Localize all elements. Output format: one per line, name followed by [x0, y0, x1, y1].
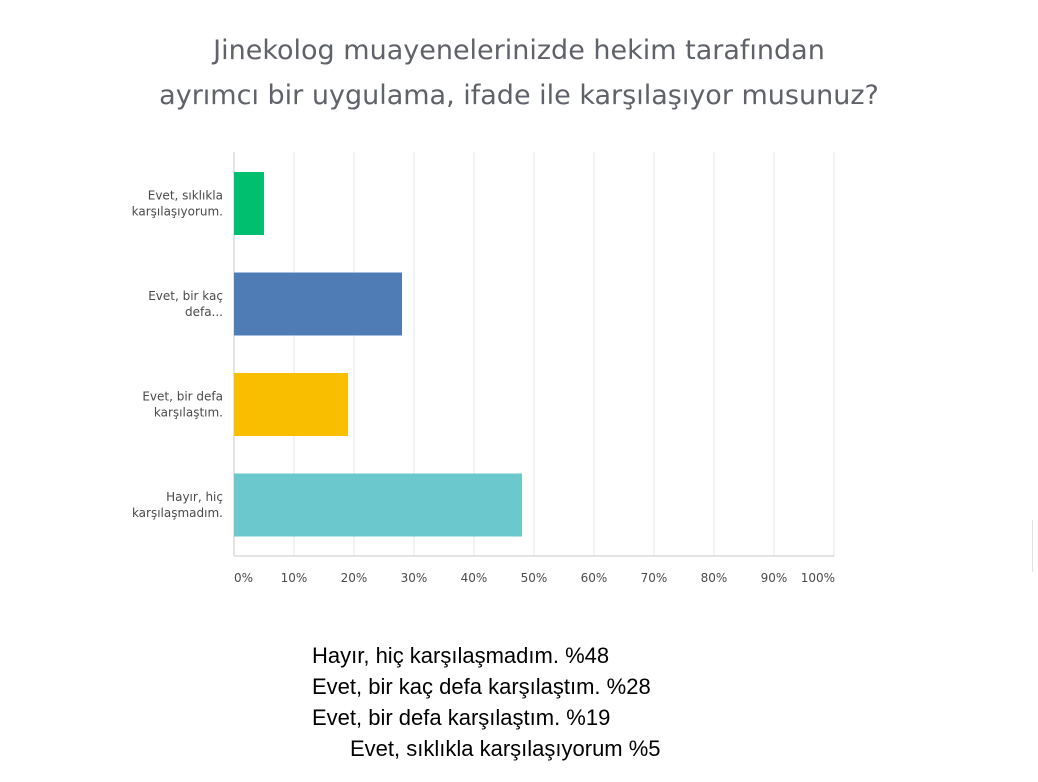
- chart-title-line-2: ayrımcı bir uygulama, ifade ile karşılaş…: [159, 80, 879, 111]
- results-summary: Hayır, hiç karşılaşmadım. %48 Evet, bir …: [312, 640, 661, 764]
- x-tick-label: 40%: [461, 571, 488, 585]
- x-tick-label: 60%: [581, 571, 608, 585]
- category-label-line: Evet, sıklıkla: [148, 189, 223, 203]
- edge-decoration: [1032, 520, 1038, 572]
- summary-line-1: Hayır, hiç karşılaşmadım. %48: [312, 643, 610, 668]
- x-tick-label: 90%: [761, 571, 788, 585]
- bar: [234, 473, 522, 537]
- bar: [234, 272, 402, 336]
- x-tick-label: 0%: [234, 571, 253, 585]
- bar: [234, 373, 348, 436]
- summary-line-4: Evet, sıklıkla karşılaşıyorum %5: [350, 736, 661, 761]
- bar: [234, 172, 264, 235]
- category-label: Hayır, hiç karşılaşmadım.: [132, 490, 223, 520]
- x-tick-label: 70%: [641, 571, 668, 585]
- category-label-line: Evet, bir defa: [142, 390, 223, 404]
- category-label: Evet, bir defa karşılaştım.: [142, 390, 223, 420]
- x-tick-label: 20%: [341, 571, 368, 585]
- category-label: Evet, sıklıkla karşılaşıyorum.: [132, 189, 223, 219]
- bar-chart: Evet, sıklıkla karşılaşıyorum. Evet, bir k…: [132, 152, 835, 585]
- category-label-line: Hayır, hiç: [166, 490, 223, 504]
- summary-line-2: Evet, bir kaç defa karşılaştım. %28: [312, 674, 651, 699]
- category-label-line: karşılaşmadım.: [132, 506, 223, 520]
- x-tick-label: 80%: [701, 571, 728, 585]
- category-label-line: karşılaşıyorum.: [132, 205, 223, 219]
- category-label-line: karşılaştım.: [154, 406, 223, 420]
- category-label: Evet, bir kaç defa...: [148, 289, 223, 319]
- chart-title: Jinekolog muayenelerinizde hekim tarafın…: [0, 28, 1038, 118]
- chart-title-line-1: Jinekolog muayenelerinizde hekim tarafın…: [213, 35, 825, 66]
- category-label-line: Evet, bir kaç: [148, 289, 223, 303]
- x-tick-label: 100%: [801, 571, 835, 585]
- x-tick-label: 10%: [281, 571, 308, 585]
- x-tick-label: 30%: [401, 571, 428, 585]
- summary-line-3: Evet, bir defa karşılaştım. %19: [312, 705, 611, 730]
- category-label-line: defa...: [185, 305, 223, 319]
- x-tick-label: 50%: [521, 571, 548, 585]
